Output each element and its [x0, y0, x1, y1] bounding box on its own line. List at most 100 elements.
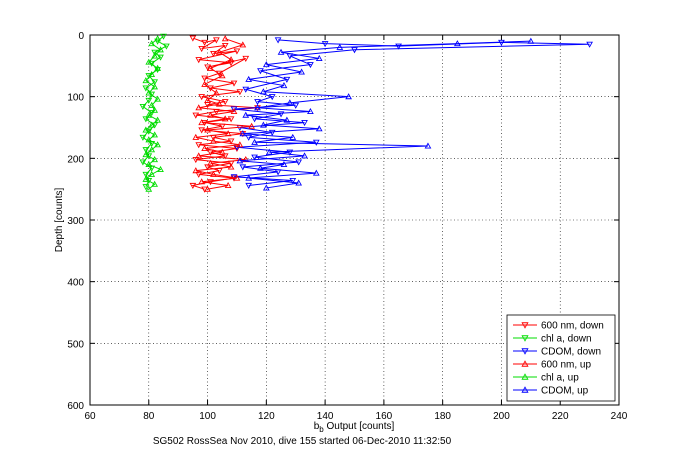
data-point: [257, 164, 264, 171]
data-point: [195, 104, 203, 111]
data-point: [227, 56, 235, 63]
legend-marker: [521, 348, 529, 355]
data-point: [307, 107, 314, 114]
data-point: [233, 174, 241, 181]
data-point: [221, 153, 229, 160]
legend-marker: [521, 335, 529, 342]
y-tick-label: 100: [67, 93, 84, 104]
data-point: [286, 99, 294, 106]
data-point: [145, 136, 153, 143]
x-tick-label: 200: [493, 411, 510, 422]
data-point: [224, 130, 232, 137]
data-point: [151, 106, 159, 113]
data-point: [218, 148, 226, 155]
data-point: [154, 95, 161, 102]
data-point: [210, 50, 217, 58]
x-tick-label: 100: [199, 411, 216, 422]
data-point: [201, 39, 208, 46]
data-point: [157, 54, 164, 61]
data-point: [139, 104, 147, 111]
x-axis-label-main: b: [314, 421, 320, 432]
y-axis-label: Depth [counts]: [54, 188, 65, 253]
x-axis-label-rest: Output [counts]: [324, 421, 395, 432]
data-point: [283, 116, 291, 123]
data-point: [336, 43, 344, 50]
data-point: [151, 131, 159, 138]
data-point: [142, 77, 150, 84]
data-point: [345, 93, 352, 100]
data-point: [157, 46, 164, 53]
data-point: [213, 37, 220, 44]
data-point: [315, 125, 323, 132]
data-point: [239, 130, 247, 137]
data-point: [213, 89, 220, 96]
data-point: [251, 154, 258, 161]
x-tick-label: 220: [552, 411, 569, 422]
data-point: [142, 184, 150, 191]
data-point: [312, 139, 320, 146]
x-tick-label: 160: [376, 411, 393, 422]
data-point: [145, 128, 153, 135]
data-point: [142, 175, 150, 182]
data-point: [204, 64, 211, 71]
data-point: [160, 33, 167, 40]
data-point: [242, 111, 250, 118]
data-point: [195, 152, 203, 159]
data-point: [424, 142, 432, 149]
data-point: [148, 110, 156, 117]
data-point: [224, 181, 232, 188]
data-point: [221, 42, 229, 50]
data-point: [230, 106, 238, 113]
series-5: [236, 37, 535, 191]
data-point: [236, 157, 244, 164]
data-point: [221, 35, 229, 42]
data-point: [192, 112, 200, 119]
legend-label: chl a, down: [541, 334, 592, 345]
data-point: [204, 164, 211, 171]
data-point: [148, 70, 156, 77]
data-point: [198, 127, 206, 134]
data-point: [286, 149, 294, 156]
x-axis-label: bb Output [counts]: [314, 421, 395, 434]
data-point: [145, 111, 153, 118]
data-point: [218, 72, 226, 79]
data-point: [251, 138, 258, 145]
legend-label: CDOM, down: [541, 347, 601, 358]
data-point: [154, 116, 161, 123]
data-point: [148, 40, 156, 47]
x-tick-label: 120: [258, 411, 275, 422]
y-tick-label: 300: [67, 216, 84, 227]
data-point: [295, 179, 303, 186]
data-point: [151, 52, 159, 59]
series-1: [139, 33, 170, 191]
data-point: [154, 64, 161, 71]
data-point: [198, 119, 206, 126]
data-point: [145, 153, 153, 160]
y-tick-label: 400: [67, 278, 84, 289]
data-point: [142, 151, 150, 158]
data-point: [142, 147, 150, 154]
series-line: [233, 39, 590, 186]
data-point: [268, 94, 276, 101]
data-point: [142, 171, 150, 178]
data-point: [586, 41, 593, 48]
data-point: [221, 115, 229, 122]
y-axis: 0 100 200 300 400 500 600: [67, 31, 619, 412]
data-series: [139, 33, 593, 193]
data-point: [245, 182, 253, 189]
data-point: [142, 85, 150, 92]
data-point: [265, 148, 273, 155]
data-point: [307, 62, 314, 69]
data-point: [233, 145, 241, 152]
data-point: [230, 107, 238, 114]
data-point: [242, 86, 250, 93]
x-tick-label: 180: [434, 411, 451, 422]
x-tick-label: 60: [84, 411, 96, 422]
legend-marker: [521, 373, 529, 380]
legend-marker: [521, 360, 529, 367]
legend-label: CDOM, up: [541, 386, 589, 397]
data-point: [145, 160, 153, 168]
data-point: [145, 178, 153, 185]
data-point: [207, 179, 214, 186]
data-point: [262, 61, 270, 68]
